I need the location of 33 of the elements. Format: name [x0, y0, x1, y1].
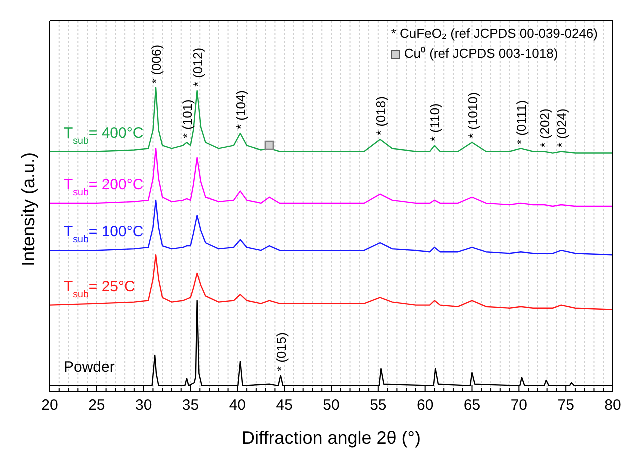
x-tick-label: 45 [276, 397, 293, 414]
annotation: * (0111) [514, 100, 530, 145]
annotation: * (015) [274, 332, 289, 372]
x-tick-label: 20 [42, 397, 58, 414]
annotation: * (101) [180, 100, 195, 139]
annotation: * (1010) [465, 92, 480, 139]
x-tick-label: 40 [229, 397, 246, 414]
text: * CuFeO₂ (ref JCPDS 00-039-0246) [391, 25, 598, 43]
series-label: T$_{sub}$= 25°C [64, 278, 136, 300]
series-label: T$_{sub}$= 100°C [64, 224, 144, 246]
text: Cu⁰ (ref JCPDS 003-1018) [404, 45, 558, 63]
x-tick-label: 25 [88, 397, 106, 414]
x-axis-title: Diffraction angle 2θ (°) [242, 428, 421, 448]
annotation: * (012) [190, 48, 206, 87]
series-label: T$_{sub}$= 200°C [64, 176, 144, 198]
x-tick-label: 80 [604, 397, 622, 414]
x-tick-label: 75 [558, 397, 574, 414]
annotation: * (018) [373, 96, 388, 136]
x-tick-label: 65 [464, 397, 481, 414]
x-tick-label: 35 [182, 397, 200, 414]
series-label: Powder [64, 358, 115, 376]
x-tick-label: 50 [323, 397, 340, 414]
annotation: * (104) [233, 90, 248, 130]
annotation: * (024) [554, 108, 570, 148]
annotation: * (006) [149, 44, 164, 84]
x-tick-label: 60 [416, 397, 434, 414]
annotation: * (202) [538, 108, 552, 148]
x-tick-label: 70 [510, 397, 528, 414]
y-axis-title: Intensity (a.u.) [18, 152, 38, 266]
annotation: * (110) [428, 104, 443, 142]
x-tick-label: 30 [135, 397, 152, 414]
x-tick-label: 55 [370, 397, 387, 414]
series-label: T$_{sub}$= 400°C [64, 124, 144, 146]
